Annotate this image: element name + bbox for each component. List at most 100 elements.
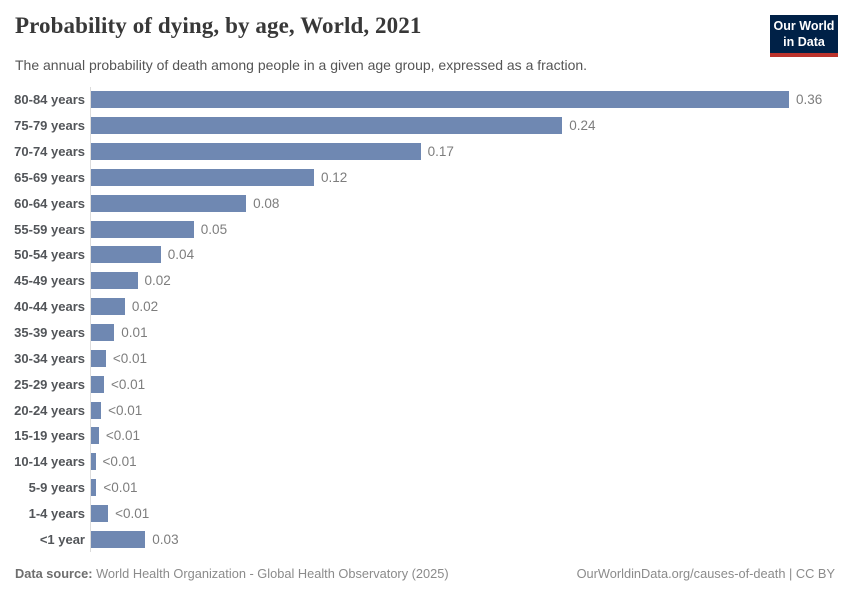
value-label: <0.01 — [105, 428, 141, 444]
category-label: 1-4 years — [28, 505, 85, 521]
category-label: 65-69 years — [14, 169, 85, 185]
data-source-label: Data source: — [15, 566, 93, 581]
bar[interactable] — [91, 91, 789, 109]
bar-area: <0.01 — [91, 427, 850, 445]
bar-area: <0.01 — [91, 453, 850, 471]
bar-row: 80-84 years 0.36 — [0, 87, 850, 113]
value-label: <0.01 — [108, 402, 143, 418]
bar-row: <1 year 0.03 — [0, 526, 850, 552]
category-label: 15-19 years — [14, 428, 85, 444]
y-axis-line — [90, 87, 91, 552]
category-label: 30-34 years — [14, 350, 85, 366]
value-label: <0.01 — [115, 505, 150, 521]
category-label: 45-49 years — [14, 273, 85, 289]
owid-logo-text: Our World in Data — [770, 15, 838, 54]
bar-area: <0.01 — [91, 479, 850, 497]
category-label: 40-44 years — [14, 299, 85, 315]
bar-row: 10-14 years <0.01 — [0, 449, 850, 475]
owid-logo-line1: Our World — [773, 19, 835, 33]
bar-chart: 80-84 years 0.36 75-79 years 0.24 70-74 year… — [0, 87, 850, 552]
bar[interactable] — [91, 272, 138, 290]
bar-area: 0.04 — [91, 246, 850, 264]
category-label: 5-9 years — [28, 480, 85, 496]
value-label: 0.03 — [152, 531, 179, 547]
bar-row: 50-54 years 0.04 — [0, 242, 850, 268]
bar-row: 35-39 years 0.01 — [0, 320, 850, 346]
category-label: 25-29 years — [14, 376, 85, 392]
category-label: 70-74 years — [14, 144, 85, 160]
owid-logo-line2: in Data — [783, 34, 825, 49]
value-label: 0.24 — [569, 118, 596, 134]
attribution-note: OurWorldinData.org/causes-of-death | CC … — [576, 566, 835, 581]
bar[interactable] — [91, 479, 97, 497]
bar-area: 0.12 — [91, 168, 850, 186]
bar-row: 70-74 years 0.17 — [0, 139, 850, 165]
bar[interactable] — [91, 453, 96, 471]
bar-area: 0.01 — [91, 324, 850, 342]
value-label: <0.01 — [103, 480, 138, 496]
bar-area: <0.01 — [91, 504, 850, 522]
bar-area: 0.03 — [91, 530, 850, 548]
bar-row: 55-59 years 0.05 — [0, 216, 850, 242]
chart-title: Probability of dying, by age, World, 202… — [15, 13, 422, 38]
category-label: 35-39 years — [14, 325, 85, 341]
chart-subtitle: The annual probability of death among pe… — [15, 57, 588, 73]
bar-area: 0.05 — [91, 220, 850, 238]
bar-row: 65-69 years 0.12 — [0, 165, 850, 191]
value-label: <0.01 — [111, 376, 146, 392]
bar-row: 45-49 years 0.02 — [0, 268, 850, 294]
bar-row: 30-34 years <0.01 — [0, 345, 850, 371]
category-label: 50-54 years — [14, 247, 85, 263]
bar-area: <0.01 — [91, 349, 850, 367]
bar-row: 40-44 years 0.02 — [0, 294, 850, 320]
bar[interactable] — [91, 117, 563, 135]
value-label: 0.02 — [144, 273, 171, 289]
bar-row: 60-64 years 0.08 — [0, 190, 850, 216]
value-label: 0.02 — [131, 299, 159, 315]
bar[interactable] — [91, 324, 115, 342]
bar-row: 75-79 years 0.24 — [0, 113, 850, 139]
value-label: 0.01 — [121, 325, 148, 341]
owid-logo-stripe — [770, 53, 838, 58]
bar[interactable] — [91, 246, 161, 264]
bar-row: 15-19 years <0.01 — [0, 423, 850, 449]
data-source-note: Data source: World Health Organization -… — [15, 566, 449, 581]
category-label: 10-14 years — [14, 454, 85, 470]
bar[interactable] — [91, 504, 109, 522]
bar[interactable] — [91, 349, 106, 367]
value-label: <0.01 — [102, 454, 137, 470]
data-source-text: World Health Organization - Global Healt… — [92, 566, 449, 581]
value-label: 0.36 — [796, 92, 823, 108]
bar-row: 25-29 years <0.01 — [0, 371, 850, 397]
category-label: 20-24 years — [14, 402, 85, 418]
bar[interactable] — [91, 194, 247, 212]
bar[interactable] — [91, 375, 104, 393]
bar-rows: 80-84 years 0.36 75-79 years 0.24 70-74 year… — [0, 87, 850, 552]
bar[interactable] — [91, 168, 314, 186]
bar[interactable] — [91, 220, 194, 238]
value-label: 0.05 — [200, 221, 228, 237]
bar-row: 5-9 years <0.01 — [0, 475, 850, 501]
bar-area: 0.36 — [91, 91, 850, 109]
category-label: 55-59 years — [14, 221, 85, 237]
chart-footer: Data source: World Health Organization -… — [15, 566, 835, 581]
bar[interactable] — [91, 401, 102, 419]
category-label: 75-79 years — [14, 118, 85, 134]
value-label: 0.04 — [167, 247, 195, 263]
value-label: 0.08 — [253, 195, 280, 211]
category-label: 80-84 years — [14, 92, 85, 108]
bar-area: 0.02 — [91, 272, 850, 290]
owid-logo: Our World in Data — [770, 15, 838, 58]
value-label: 0.12 — [321, 169, 348, 185]
category-label: <1 year — [39, 531, 85, 547]
bar-area: <0.01 — [91, 401, 850, 419]
bar[interactable] — [91, 530, 146, 548]
bar[interactable] — [91, 427, 99, 445]
bar-row: 20-24 years <0.01 — [0, 397, 850, 423]
bar-area: 0.24 — [91, 117, 850, 135]
bar-area: 0.02 — [91, 298, 850, 316]
category-label: 60-64 years — [14, 195, 85, 211]
bar[interactable] — [91, 298, 125, 316]
bar-area: <0.01 — [91, 375, 850, 393]
bar[interactable] — [91, 143, 421, 161]
